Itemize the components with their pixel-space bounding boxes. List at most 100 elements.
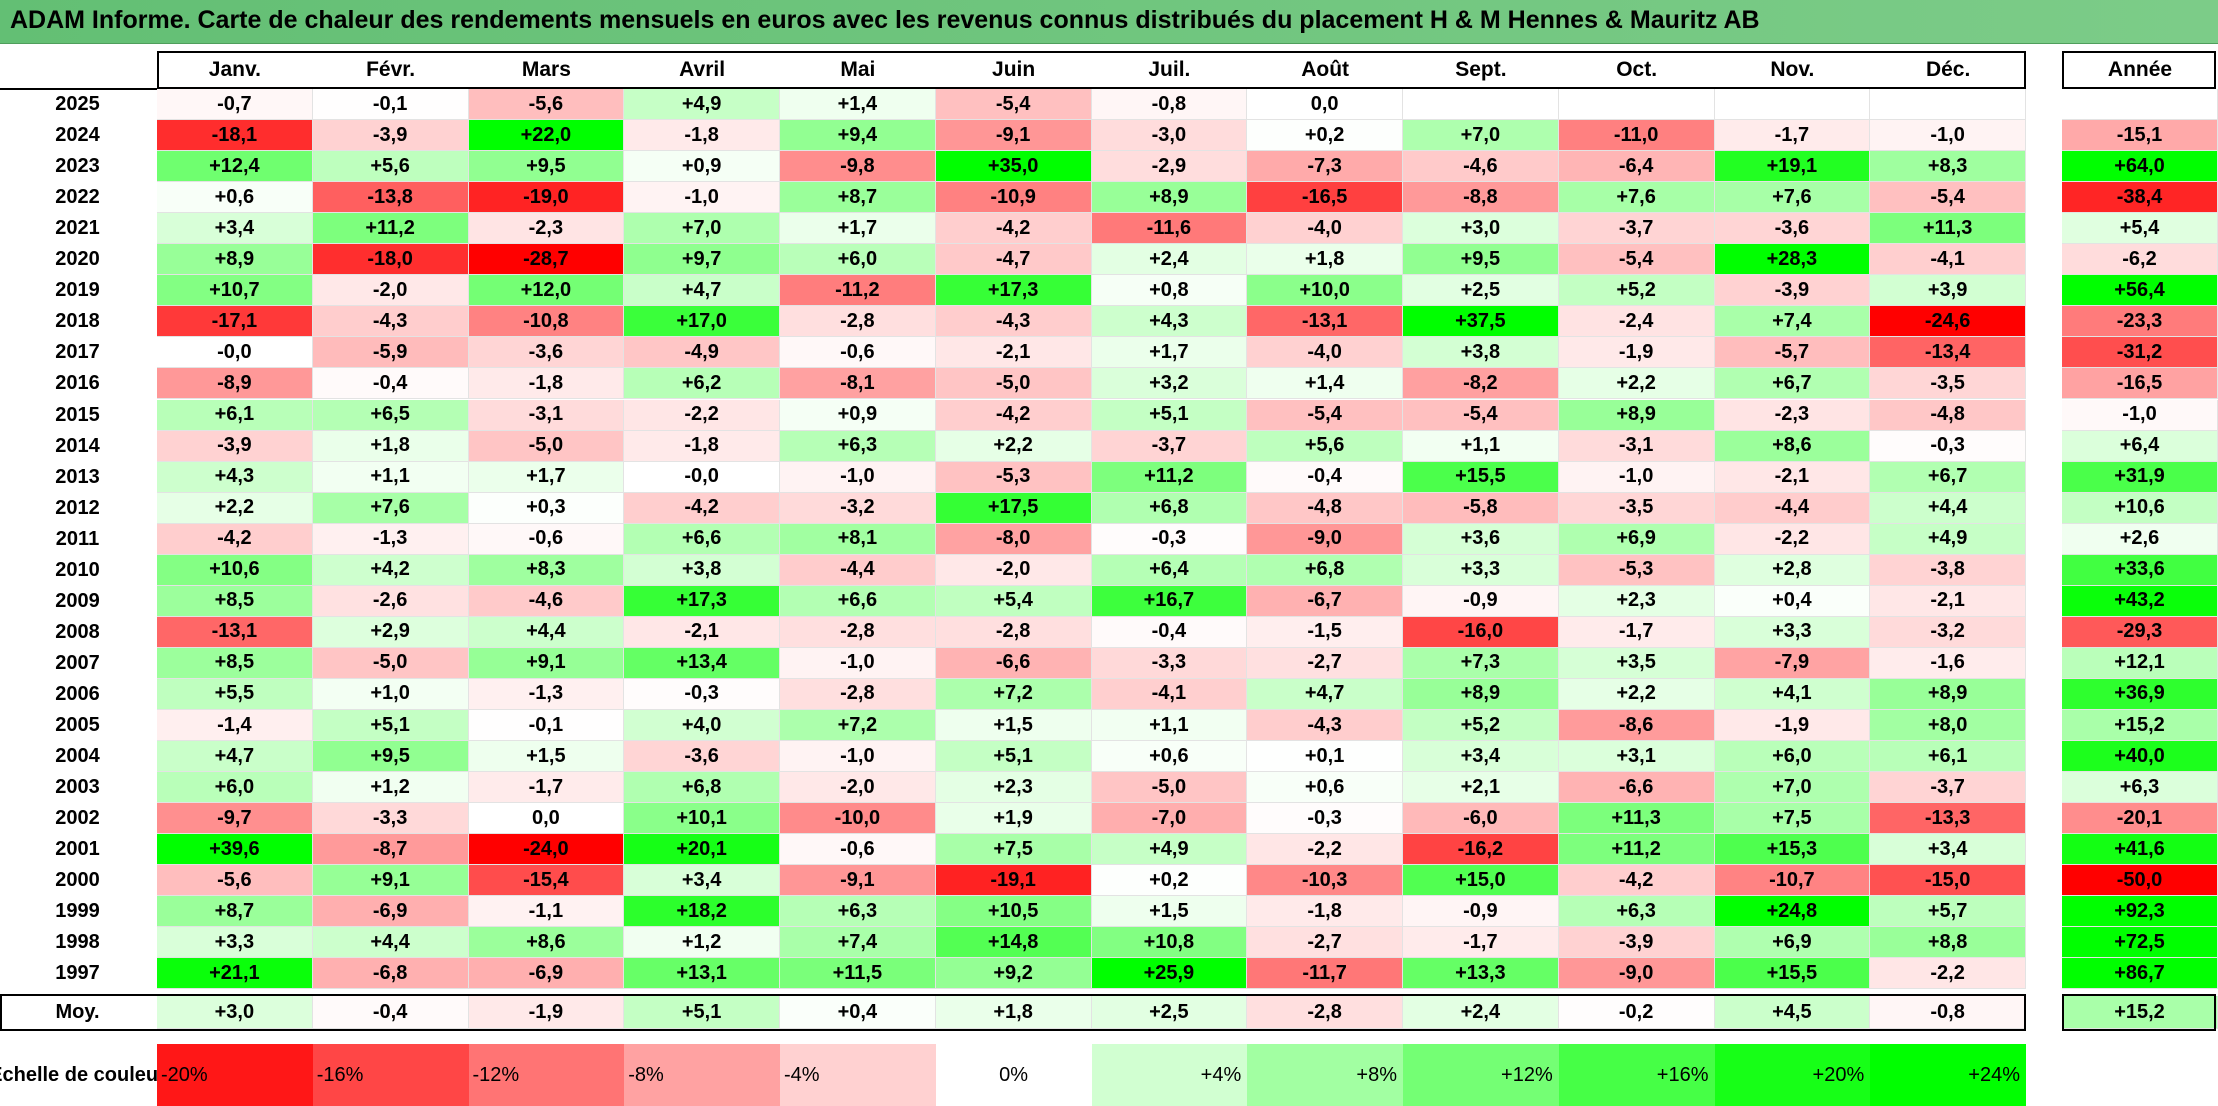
- return-cell: +2,5: [1403, 275, 1559, 307]
- return-cell: +9,5: [1403, 244, 1559, 276]
- return-cell: -11,6: [1091, 213, 1248, 245]
- return-cell: -13,1: [1247, 306, 1403, 338]
- return-cell: +2,2: [157, 492, 313, 524]
- return-cell: +5,4: [935, 585, 1092, 617]
- return-cell: +3,4: [1403, 741, 1559, 773]
- return-cell: -8,9: [157, 368, 313, 400]
- return-cell: +10,0: [1247, 275, 1403, 307]
- average-cell: +4,5: [1714, 996, 1871, 1029]
- return-cell: -9,1: [780, 865, 936, 897]
- return-cell: -5,3: [1558, 554, 1715, 586]
- return-cell: -4,4: [780, 554, 936, 586]
- return-cell: +5,6: [1247, 430, 1403, 462]
- report-title: ADAM Informe. Carte de chaleur des rende…: [10, 6, 1760, 34]
- return-cell: -3,7: [1558, 213, 1715, 245]
- return-cell: -0,3: [1870, 430, 2026, 462]
- return-cell: -1,7: [468, 772, 625, 804]
- annual-return-cell: +2,6: [2062, 523, 2218, 555]
- return-cell: -0,1: [468, 710, 625, 742]
- return-cell: -0,3: [1247, 803, 1403, 835]
- return-cell: -2,0: [935, 554, 1092, 586]
- return-cell: +3,6: [1403, 523, 1559, 555]
- return-cell: -16,2: [1403, 834, 1559, 866]
- return-cell: -1,0: [780, 647, 936, 679]
- return-cell: -8,1: [780, 368, 936, 400]
- return-cell: -2,2: [1247, 834, 1403, 866]
- return-cell: +6,6: [624, 523, 780, 555]
- return-cell: -4,2: [935, 399, 1092, 431]
- return-cell: +9,5: [468, 151, 625, 183]
- return-cell: +1,9: [935, 803, 1092, 835]
- return-cell: +0,6: [1247, 772, 1403, 804]
- return-cell: +5,6: [312, 151, 469, 183]
- annual-return-cell: +6,3: [2062, 772, 2218, 804]
- return-cell: -2,2: [624, 399, 780, 431]
- month-header: Avril: [679, 58, 726, 81]
- return-cell: -3,9: [1714, 275, 1871, 307]
- return-cell: -1,6: [1870, 647, 2026, 679]
- return-cell: +9,4: [780, 120, 936, 152]
- return-cell: +4,4: [312, 927, 469, 959]
- return-cell: -15,0: [1870, 865, 2026, 897]
- return-cell: +1,8: [312, 430, 469, 462]
- return-cell: -7,9: [1714, 647, 1871, 679]
- return-cell: +1,1: [1091, 710, 1248, 742]
- return-cell: -4,2: [624, 492, 780, 524]
- return-cell: +6,8: [1091, 492, 1248, 524]
- return-cell: -0,4: [1247, 461, 1403, 493]
- return-cell: -19,1: [935, 865, 1092, 897]
- return-cell: -0,3: [1091, 523, 1248, 555]
- return-cell: +12,0: [468, 275, 625, 307]
- return-cell: -9,1: [935, 120, 1092, 152]
- return-cell: +13,4: [624, 647, 780, 679]
- return-cell: +14,8: [935, 927, 1092, 959]
- return-cell: -3,0: [1091, 120, 1248, 152]
- return-cell: +5,1: [935, 741, 1092, 773]
- return-cell: -1,7: [1714, 120, 1871, 152]
- return-cell: -0,6: [780, 337, 936, 369]
- return-cell: +15,0: [1403, 865, 1559, 897]
- return-cell: +37,5: [1403, 306, 1559, 338]
- return-cell: -3,9: [312, 120, 469, 152]
- return-cell: +2,2: [1558, 368, 1715, 400]
- return-cell: [1870, 89, 2026, 121]
- return-cell: +15,3: [1714, 834, 1871, 866]
- return-cell: +6,6: [780, 585, 936, 617]
- return-cell: -1,3: [312, 523, 469, 555]
- color-scale-step: -4%: [780, 1044, 936, 1106]
- return-cell: +6,1: [157, 399, 313, 431]
- return-cell: -0,9: [1403, 585, 1559, 617]
- year-label: 2015: [55, 403, 100, 426]
- year-label: 2008: [55, 620, 100, 643]
- return-cell: +6,3: [780, 430, 936, 462]
- return-cell: +7,3: [1403, 647, 1559, 679]
- annual-return-cell: -20,1: [2062, 803, 2218, 835]
- color-scale-step: +4%: [1091, 1044, 1248, 1106]
- month-header: Juin: [992, 58, 1036, 81]
- annual-return-cell: +40,0: [2062, 741, 2218, 773]
- return-cell: -2,1: [1714, 461, 1871, 493]
- return-cell: +3,3: [157, 927, 313, 959]
- return-cell: +3,5: [1558, 647, 1715, 679]
- return-cell: +3,8: [1403, 337, 1559, 369]
- return-cell: -5,4: [1870, 182, 2026, 214]
- return-cell: -5,4: [1247, 399, 1403, 431]
- return-cell: -13,3: [1870, 803, 2026, 835]
- return-cell: +10,8: [1091, 927, 1248, 959]
- return-cell: -2,8: [780, 678, 936, 710]
- return-cell: +8,5: [157, 585, 313, 617]
- return-cell: +4,2: [312, 554, 469, 586]
- return-cell: +1,0: [312, 678, 469, 710]
- return-cell: -4,0: [1247, 337, 1403, 369]
- return-cell: -0,6: [780, 834, 936, 866]
- return-cell: -0,3: [624, 678, 780, 710]
- return-cell: +7,5: [935, 834, 1092, 866]
- return-cell: +19,1: [1714, 151, 1871, 183]
- return-cell: -1,8: [468, 368, 625, 400]
- return-cell: -0,9: [1403, 896, 1559, 928]
- average-cell: -0,8: [1870, 996, 2026, 1029]
- return-cell: +4,3: [1091, 306, 1248, 338]
- return-cell: -5,8: [1403, 492, 1559, 524]
- annual-return-cell: +72,5: [2062, 927, 2218, 959]
